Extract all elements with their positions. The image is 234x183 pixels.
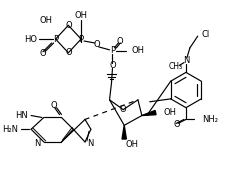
Text: OH: OH <box>125 140 138 150</box>
Text: O: O <box>120 105 127 114</box>
Text: O: O <box>93 40 100 49</box>
Text: O: O <box>116 37 123 46</box>
Text: O: O <box>65 21 72 30</box>
Text: OH: OH <box>39 16 52 25</box>
Polygon shape <box>122 125 126 139</box>
Text: H₂N: H₂N <box>2 125 18 134</box>
Text: O: O <box>109 61 116 70</box>
Text: Cl: Cl <box>202 30 210 39</box>
Text: O: O <box>40 49 46 58</box>
Text: P: P <box>110 46 115 55</box>
Text: HN: HN <box>15 111 28 120</box>
Text: P: P <box>53 35 58 44</box>
Text: CH₃: CH₃ <box>169 62 183 71</box>
Text: P: P <box>79 35 84 44</box>
Text: HO: HO <box>24 35 37 44</box>
Text: OH: OH <box>131 46 144 55</box>
Text: NH₂: NH₂ <box>202 115 218 124</box>
Text: O: O <box>50 101 57 110</box>
Text: N: N <box>183 56 189 65</box>
Text: N: N <box>35 139 41 148</box>
Text: O: O <box>174 120 180 129</box>
Text: OH: OH <box>163 108 176 117</box>
Text: OH: OH <box>75 11 88 20</box>
Text: O: O <box>65 48 72 57</box>
Text: N: N <box>87 139 93 148</box>
Polygon shape <box>142 111 156 115</box>
